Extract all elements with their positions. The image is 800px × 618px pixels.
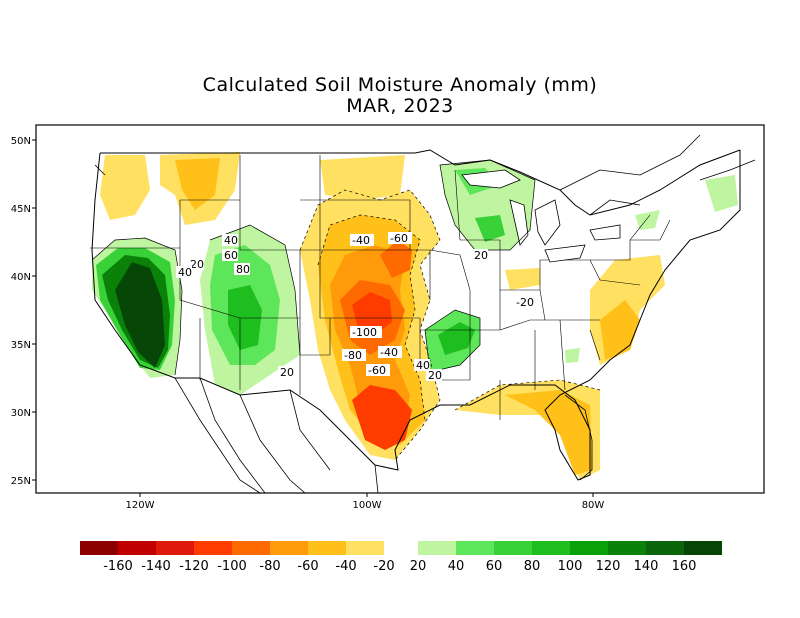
contour-label: -40 <box>380 346 398 359</box>
map-subtitle: MAR, 2023 <box>346 95 454 117</box>
dry-zone-texas <box>352 385 412 450</box>
dry-zone-ohio <box>505 268 540 290</box>
legend-swatch <box>118 541 156 555</box>
lat-tick-label: 45N <box>11 204 31 215</box>
dry-zone-kansas-core <box>352 292 392 335</box>
legend-swatch <box>308 541 346 555</box>
legend-swatch <box>684 541 722 555</box>
canada-outline <box>94 134 756 216</box>
lat-tick-label: 40N <box>11 272 31 283</box>
legend-swatch <box>80 541 118 555</box>
legend-swatch <box>346 541 384 555</box>
anomaly-field <box>90 134 756 493</box>
contour-label: -60 <box>390 232 408 245</box>
state-boundaries <box>90 155 671 420</box>
legend-label: 60 <box>486 559 503 574</box>
legend-label: -60 <box>297 559 318 574</box>
mexico-outline <box>174 377 379 493</box>
legend-labels: -160 -140 -120 -100 -80 -60 -40 -20 20 40 60 80 100 1… <box>103 559 696 574</box>
contour-label: 20 <box>280 366 294 379</box>
lat-tick-label: 25N <box>11 476 31 487</box>
dry-zone-iowa <box>380 240 412 278</box>
wet-zone-california-core <box>115 262 165 368</box>
lon-tick-label: 120W <box>126 500 155 511</box>
lat-tick-label: 35N <box>11 340 31 351</box>
map-title: Calculated Soil Moisture Anomaly (mm) <box>202 74 598 96</box>
legend-label: -40 <box>335 559 356 574</box>
legend-label: 160 <box>672 559 697 574</box>
legend-label: 40 <box>448 559 465 574</box>
legend-swatch <box>194 541 232 555</box>
great-lakes <box>461 169 621 263</box>
legend-color-bar <box>80 541 722 555</box>
legend-swatch <box>570 541 608 555</box>
negative-contours <box>299 189 601 461</box>
legend-label: 100 <box>558 559 583 574</box>
legend-label: -140 <box>141 559 171 574</box>
longitude-axis: 120W 100W 80W <box>126 493 605 511</box>
contour-label: 40 <box>416 359 430 372</box>
wet-zone-newengland <box>635 210 660 230</box>
contour-label: -20 <box>516 296 534 309</box>
lon-tick-label: 80W <box>582 500 605 511</box>
contour-label: 20 <box>190 258 204 271</box>
map-frame <box>35 124 765 494</box>
wet-zone-great-basin-core <box>228 285 262 350</box>
contour-labels: 40 20 40 60 80 20 -40 -60 -100 -80 -40 -… <box>176 232 538 382</box>
legend-swatch <box>532 541 570 555</box>
wet-zone-georgia <box>565 348 580 363</box>
contour-label: 20 <box>474 249 488 262</box>
contour-label: -40 <box>352 234 370 247</box>
legend-swatch <box>232 541 270 555</box>
legend-label: 120 <box>596 559 621 574</box>
legend-swatch <box>494 541 532 555</box>
legend-swatch <box>608 541 646 555</box>
legend-label: -160 <box>103 559 133 574</box>
legend-label: 140 <box>634 559 659 574</box>
lat-tick-label: 30N <box>11 408 31 419</box>
contour-label: 40 <box>224 234 238 247</box>
lon-tick-label: 100W <box>353 500 382 511</box>
contour-label: 40 <box>178 266 192 279</box>
legend-label: 80 <box>524 559 541 574</box>
wet-zone-maine <box>705 175 738 212</box>
legend-swatch <box>156 541 194 555</box>
dry-zone-montana-core <box>175 158 220 210</box>
contour-label: 60 <box>224 249 238 262</box>
legend-label: -20 <box>373 559 394 574</box>
latitude-axis: 50N 45N 40N 35N 30N 25N <box>11 136 36 487</box>
lat-tick-label: 50N <box>11 136 31 147</box>
legend-label: -100 <box>217 559 247 574</box>
legend-label: 20 <box>410 559 427 574</box>
legend-swatch <box>456 541 494 555</box>
florida-outline <box>564 394 593 481</box>
legend-swatch <box>646 541 684 555</box>
contour-label: -80 <box>344 349 362 362</box>
legend-swatch <box>418 541 456 555</box>
contour-label: -60 <box>368 364 386 377</box>
legend-swatch <box>270 541 308 555</box>
wet-zone-wisconsin <box>475 215 505 242</box>
legend-label: -80 <box>259 559 280 574</box>
dry-zone-florida <box>505 390 592 475</box>
contour-label: 20 <box>428 369 442 382</box>
legend-label: -120 <box>179 559 209 574</box>
contour-label: 80 <box>236 263 250 276</box>
contour-label: -100 <box>352 326 377 339</box>
dry-zone-northwest <box>100 155 150 220</box>
dry-zone-dakota <box>320 155 405 200</box>
